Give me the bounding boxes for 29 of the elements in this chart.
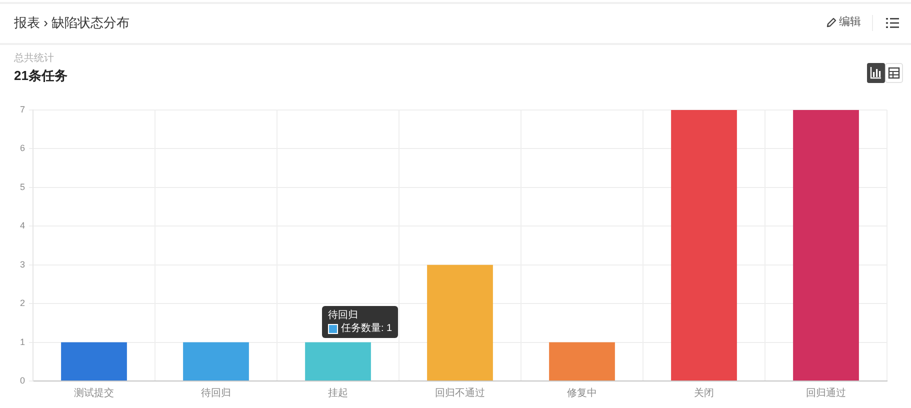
y-tick-label: 5 — [20, 182, 25, 192]
bar — [549, 342, 615, 380]
bar — [183, 342, 249, 380]
y-tick-label: 1 — [20, 336, 25, 347]
x-tick-label: 测试提交 — [74, 386, 114, 399]
y-tick-label: 3 — [20, 259, 25, 270]
y-tick-label: 4 — [20, 220, 25, 231]
annotation: 待回归 — [328, 309, 359, 322]
bar — [427, 264, 493, 380]
x-tick-label: 回归通过 — [806, 386, 846, 399]
text: 21条任务 — [14, 67, 68, 84]
x-tick-label: 修复中 — [567, 386, 597, 399]
x-tick-label: 挂起 — [328, 386, 348, 399]
annotation: 任务数量: 1 — [341, 322, 392, 335]
y-tick-label: 6 — [20, 143, 25, 154]
y-tick-label: 2 — [20, 298, 25, 308]
bar — [671, 110, 737, 380]
chart-title: 报表 › 缺陷状态分布 — [14, 14, 130, 32]
chart-subtitle: 总共统计 — [14, 53, 54, 65]
y-tick-label: 0 — [20, 375, 25, 386]
text: 编辑 — [839, 15, 861, 30]
bar — [305, 342, 371, 380]
bar — [793, 110, 859, 380]
y-tick-label: 7 — [20, 104, 25, 114]
x-tick-label: 待回归 — [201, 386, 231, 399]
bar — [61, 342, 127, 380]
x-tick-label: 回归不通过 — [435, 386, 485, 399]
x-tick-label: 关闭 — [694, 386, 714, 399]
tooltip: 待回归 任务数量: 1 — [322, 306, 398, 338]
